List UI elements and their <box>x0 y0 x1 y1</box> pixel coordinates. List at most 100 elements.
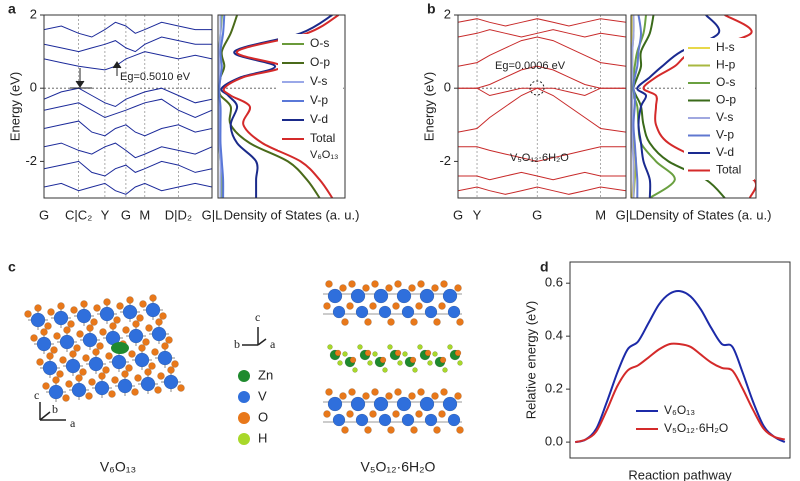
atom <box>433 318 441 326</box>
panel-label: a <box>8 1 16 17</box>
atom <box>373 396 389 412</box>
legend-label: V-p <box>310 93 328 107</box>
legend-box <box>278 34 343 150</box>
atom <box>52 376 60 384</box>
atom <box>369 302 377 310</box>
y-tick-label: 0.0 <box>545 434 563 449</box>
x-tick-label: Y <box>473 207 482 222</box>
atom <box>70 306 78 314</box>
series-line <box>458 18 626 27</box>
atom <box>80 300 88 308</box>
atom <box>417 344 423 350</box>
atom <box>56 370 64 378</box>
y-axis-label: Relative energy (eV) <box>523 301 538 420</box>
series-line <box>218 15 321 198</box>
annotation: V₅O₁₂·6H₂O <box>510 152 569 164</box>
atom <box>402 351 408 357</box>
legend-label: V-s <box>310 74 327 88</box>
x-tick-label: M <box>595 207 606 222</box>
atom <box>76 330 84 338</box>
atom <box>103 298 111 306</box>
atom <box>86 324 94 332</box>
atom <box>131 388 139 396</box>
series-line <box>574 290 786 444</box>
atom <box>456 426 464 434</box>
series-line <box>632 15 726 198</box>
annotation: Eg=0.0006 eV <box>495 60 566 72</box>
atom <box>447 305 461 319</box>
series-line <box>458 186 626 195</box>
atom <box>357 344 363 350</box>
axis-glyph-label: b <box>52 402 58 416</box>
atom <box>325 280 333 288</box>
x-axis-label: Density of States (a. u.) <box>224 207 360 222</box>
atom <box>140 376 156 392</box>
atom <box>419 396 435 412</box>
plot-frame <box>457 14 627 199</box>
legend-label: V-d <box>310 112 328 126</box>
atom <box>424 305 438 319</box>
legend-label: H <box>258 430 267 445</box>
series-line <box>574 342 786 444</box>
atom <box>424 349 432 357</box>
atom <box>401 413 415 427</box>
x-tick-label: G <box>121 207 131 222</box>
atom <box>48 384 64 400</box>
series-line <box>458 65 626 89</box>
atom <box>408 392 416 400</box>
y-tick-label: 2 <box>30 6 37 21</box>
atom <box>128 350 136 358</box>
atom <box>42 360 58 376</box>
atom <box>99 328 107 336</box>
series-line <box>632 15 643 198</box>
legend-label: H-p <box>716 58 736 72</box>
atom <box>96 342 104 350</box>
atom <box>161 342 169 350</box>
atom <box>157 350 173 366</box>
atom <box>159 312 167 320</box>
atom <box>385 392 393 400</box>
atom <box>334 349 342 357</box>
series-line <box>458 87 626 97</box>
atom <box>82 332 98 348</box>
legend-label: O-s <box>716 75 735 89</box>
legend-label: O-p <box>310 55 330 69</box>
legend-label: V-d <box>716 145 734 159</box>
axis-glyph-label: a <box>70 416 76 430</box>
atom <box>327 396 343 412</box>
atom <box>385 284 393 292</box>
atom <box>151 326 167 342</box>
series-line <box>636 15 721 198</box>
series-line <box>631 15 635 198</box>
atom <box>332 413 346 427</box>
x-tick-label: G <box>532 207 542 222</box>
atom <box>438 410 446 418</box>
atom <box>34 304 42 312</box>
atom <box>415 410 423 418</box>
y-tick-label: 0.2 <box>545 381 563 396</box>
atom <box>88 378 96 386</box>
atom <box>378 413 392 427</box>
atom <box>379 356 387 364</box>
legend-atom <box>238 433 250 445</box>
atom <box>149 294 157 302</box>
atom <box>85 392 93 400</box>
atom <box>108 390 116 398</box>
legend-label: Total <box>310 131 335 145</box>
atom <box>57 302 65 310</box>
atom <box>94 380 110 396</box>
atom <box>102 366 110 374</box>
atom <box>327 344 333 350</box>
x-tick-label: G|L <box>202 207 223 222</box>
legend-label: O-p <box>716 93 736 107</box>
atom <box>42 382 50 390</box>
series-line <box>44 120 212 137</box>
series-line <box>44 36 212 53</box>
x-tick-label: Y <box>101 207 110 222</box>
legend-box <box>684 38 754 180</box>
atom <box>355 305 369 319</box>
atom <box>417 388 425 396</box>
x-tick-label: G|L <box>616 207 637 222</box>
atom <box>364 349 372 357</box>
